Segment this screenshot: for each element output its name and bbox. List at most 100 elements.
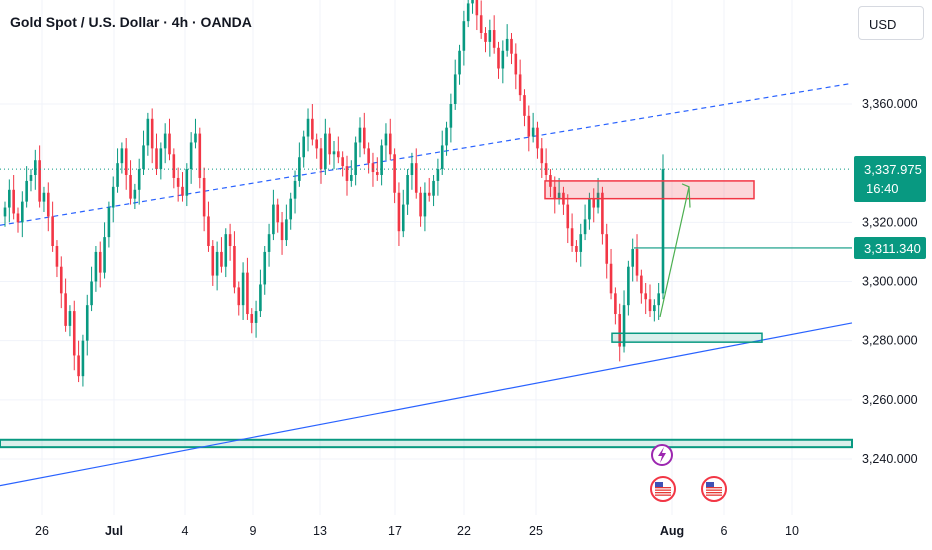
candle-body xyxy=(25,180,28,202)
candle-body xyxy=(237,287,241,306)
candle-body xyxy=(640,275,643,294)
last-price-value: 3,337.975 xyxy=(864,162,922,177)
candle-body xyxy=(445,127,448,146)
time-tick-label: 6 xyxy=(721,524,728,538)
candle-body xyxy=(583,219,587,235)
candle-body xyxy=(631,248,634,267)
plot-area[interactable] xyxy=(0,0,853,515)
time-tick-label: 22 xyxy=(457,524,471,538)
candle-body xyxy=(280,222,284,241)
axis-clip xyxy=(856,36,932,52)
candle-body xyxy=(579,234,583,252)
candle-body xyxy=(596,192,600,208)
price-tick-label: 3,260.000 xyxy=(862,393,918,407)
time-tick-label: 17 xyxy=(388,524,402,538)
candle-body xyxy=(267,234,271,252)
candle-body xyxy=(85,305,89,341)
candle-body xyxy=(588,198,591,220)
candle-body xyxy=(185,169,189,196)
resistance-zone[interactable] xyxy=(544,180,755,200)
candle-body xyxy=(384,133,388,146)
candle-body xyxy=(497,47,500,69)
candle-body xyxy=(246,272,249,315)
candle-body xyxy=(72,311,76,356)
candle-body xyxy=(510,38,513,54)
candle-body xyxy=(38,160,41,202)
candle-body xyxy=(172,154,176,178)
candle-body xyxy=(77,355,80,377)
candle-body xyxy=(644,293,647,300)
candle-countdown: 16:40 xyxy=(866,181,899,196)
candle-body xyxy=(189,142,193,170)
candle-body xyxy=(272,204,275,235)
candle-body xyxy=(21,201,24,223)
candle-body xyxy=(8,189,11,208)
candle-body xyxy=(34,160,37,175)
currency-button[interactable]: USD xyxy=(858,6,924,40)
candle-body xyxy=(146,118,150,146)
ascending-trendline[interactable] xyxy=(0,322,853,487)
candle-body xyxy=(488,30,492,42)
level-price-badge xyxy=(854,237,926,259)
candle-body xyxy=(523,95,526,116)
candle-body xyxy=(462,21,466,51)
candle-body xyxy=(406,175,409,205)
candle-body xyxy=(484,33,487,42)
candle-body xyxy=(181,186,184,196)
candle-body xyxy=(207,216,210,246)
candle-body xyxy=(289,198,293,220)
candle-body xyxy=(51,216,54,246)
candle-body xyxy=(601,192,604,235)
candle-body xyxy=(94,251,98,282)
candle-body xyxy=(202,177,206,217)
projection-arrow[interactable] xyxy=(659,186,690,318)
candle-body xyxy=(449,104,453,128)
candle-body xyxy=(518,74,522,96)
time-tick-label: 13 xyxy=(313,524,327,538)
flag-stripe xyxy=(655,487,671,489)
candle-body xyxy=(514,53,518,75)
candle-body xyxy=(55,246,59,267)
candle-body xyxy=(107,207,111,238)
candle-body xyxy=(341,157,344,167)
price-axis[interactable]: 3,360.000 3,320.000 3,300.000 3,280.000 3,26… xyxy=(854,36,932,466)
candle-body xyxy=(479,15,483,33)
candle-body xyxy=(194,133,197,143)
candle-body xyxy=(129,175,132,199)
time-axis[interactable]: 26 Jul 4 9 13 17 22 25 Aug 6 10 xyxy=(35,524,799,538)
us-flag-event-icon[interactable] xyxy=(701,476,727,502)
candle-body xyxy=(137,169,141,190)
candle-body xyxy=(90,281,93,306)
candle-body xyxy=(16,213,20,223)
candle-body xyxy=(306,118,310,137)
time-tick-label: 4 xyxy=(182,524,189,538)
us-flag-event-icon[interactable] xyxy=(650,476,676,502)
candle-body xyxy=(302,136,305,158)
candle-body xyxy=(250,314,254,323)
time-tick-label: 10 xyxy=(785,524,799,538)
candle-body xyxy=(397,192,401,232)
candle-body xyxy=(458,50,461,75)
price-tick-label: 3,240.000 xyxy=(862,452,918,466)
candle-body xyxy=(536,127,539,149)
flag-stripe xyxy=(655,489,671,491)
candle-body xyxy=(224,234,228,267)
candle-body xyxy=(410,163,414,175)
bottom-support-band[interactable] xyxy=(0,438,853,449)
price-tick-label: 3,300.000 xyxy=(862,275,918,289)
flag-stripe xyxy=(706,487,722,489)
candle-body xyxy=(436,169,440,181)
support-zone[interactable] xyxy=(611,332,763,343)
candle-body xyxy=(653,305,656,312)
lightning-event-icon[interactable] xyxy=(651,444,673,466)
candle-body xyxy=(367,148,370,164)
candle-body xyxy=(241,272,245,306)
candle-body xyxy=(466,3,470,22)
projection-arrowhead xyxy=(681,183,691,208)
candle-body xyxy=(419,192,422,217)
candle-body xyxy=(176,177,180,187)
candle-body xyxy=(168,133,171,155)
candle-body xyxy=(501,50,505,69)
candle-body xyxy=(471,0,474,4)
